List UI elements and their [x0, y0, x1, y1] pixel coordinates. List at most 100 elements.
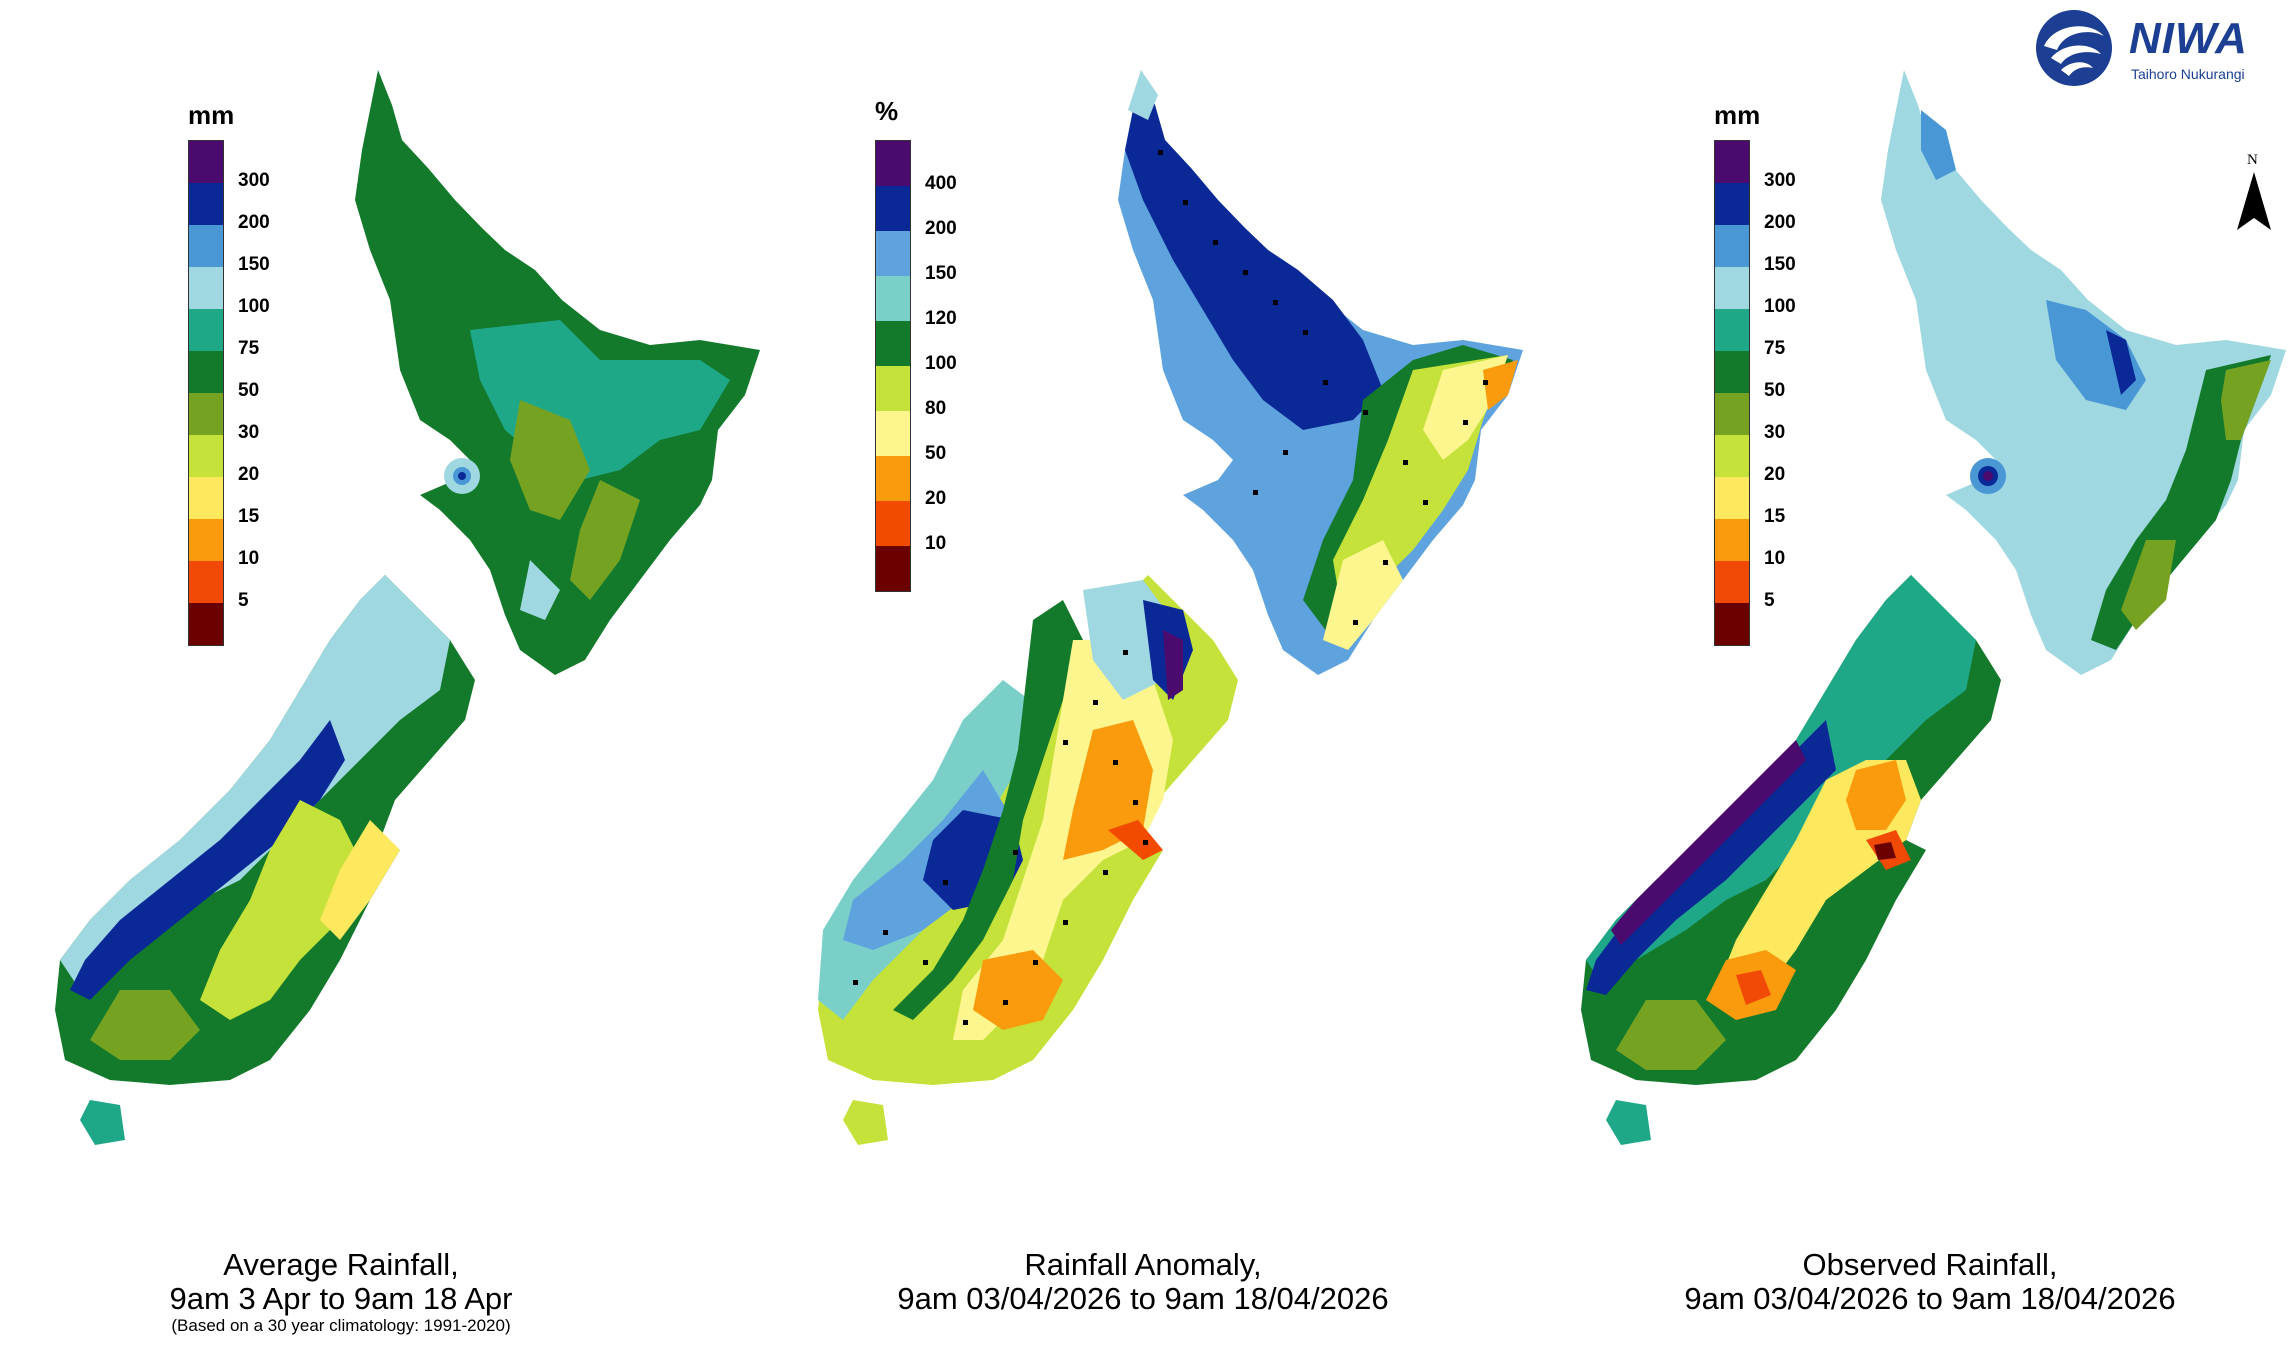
legend-swatch: [189, 351, 223, 393]
legend-unit-average: mm: [188, 100, 235, 130]
legend-swatch: [876, 456, 910, 501]
legend-tick-label: 100: [925, 353, 957, 374]
legend-tick-label: 10: [925, 533, 947, 554]
legend-tick-label: 150: [238, 254, 270, 275]
caption-title: Average Rainfall,: [223, 1247, 459, 1282]
legend-tick-label: 30: [1764, 422, 1786, 443]
legend-tick-label: 5: [238, 590, 249, 611]
legend-tick-label: 200: [1764, 212, 1796, 233]
niwa-wordmark: NIWA: [2129, 14, 2248, 63]
legend-swatch: [189, 393, 223, 435]
legend-tick-label: 10: [238, 548, 260, 569]
legend-tick-label: 75: [238, 338, 260, 359]
legend-swatch: [1715, 393, 1749, 435]
legend-swatch: [1715, 267, 1749, 309]
north-island-observed: [1881, 70, 2286, 675]
legend-swatch: [876, 276, 910, 321]
nz-map-observed: [1581, 70, 2286, 1145]
legend-tick-label: 400: [925, 173, 957, 194]
legend-swatch: [1715, 351, 1749, 393]
legend-swatch: [1715, 141, 1749, 183]
legend-swatch: [876, 501, 910, 546]
caption-anomaly: Rainfall Anomaly, 9am 03/04/2026 to 9am …: [843, 1248, 1443, 1316]
legend-swatch: [876, 321, 910, 366]
north-label: N: [2247, 152, 2258, 168]
panel-average-rainfall: mm 300 200 150 100 75 50 30 20 15 10 5 Average Rai…: [0, 0, 763, 1350]
caption-period: 9am 03/04/2026 to 9am 18/04/2026: [897, 1281, 1389, 1316]
legend-swatch: [1715, 561, 1749, 603]
caption-period: 9am 03/04/2026 to 9am 18/04/2026: [1684, 1281, 2176, 1316]
nz-map-anomaly: [818, 70, 1523, 1145]
legend-swatch: [876, 141, 910, 186]
legend-tick-label: 20: [1764, 464, 1786, 485]
legend-swatch: [189, 561, 223, 603]
legend-average: mm 300 200 150 100 75 50 30 20 15 10 5: [188, 100, 308, 660]
legend-tick-label: 120: [925, 308, 957, 329]
legend-swatch: [1715, 225, 1749, 267]
legend-unit-observed: mm: [1714, 100, 1761, 130]
legend-swatches-observed: [1714, 140, 1750, 646]
legend-tick-label: 100: [1764, 296, 1796, 317]
caption-title: Rainfall Anomaly,: [1024, 1247, 1262, 1282]
legend-swatch: [1715, 309, 1749, 351]
legend-tick-label: 100: [238, 296, 270, 317]
north-island-average: [355, 70, 760, 675]
legend-swatch: [1715, 519, 1749, 561]
legend-swatch: [189, 519, 223, 561]
legend-tick-label: 80: [925, 398, 947, 419]
south-island-anomaly: [818, 575, 1238, 1145]
legend-tick-label: 300: [1764, 170, 1796, 191]
legend-swatch: [189, 603, 223, 645]
legend-swatch: [876, 231, 910, 276]
station-markers: [853, 150, 1488, 1025]
niwa-swirl-icon: [2036, 10, 2112, 86]
legend-unit-anomaly: %: [875, 96, 899, 126]
legend-tick-label: 200: [925, 218, 957, 239]
legend-swatch: [189, 267, 223, 309]
legend-swatches-average: [188, 140, 224, 646]
niwa-logo: NIWA Taihoro Nukurangi: [2029, 6, 2269, 90]
north-arrow: N: [2237, 152, 2271, 232]
legend-anomaly: % 400 200 150 120 100 80 50 20 10: [875, 96, 995, 620]
legend-swatch: [876, 546, 910, 591]
legend-swatch: [876, 411, 910, 456]
caption-observed: Observed Rainfall, 9am 03/04/2026 to 9am…: [1630, 1248, 2230, 1316]
caption-sub: (Based on a 30 year climatology: 1991-20…: [171, 1316, 511, 1335]
legend-swatch: [1715, 603, 1749, 645]
legend-tick-label: 20: [238, 464, 260, 485]
south-island-average: [55, 575, 475, 1145]
caption-period: 9am 3 Apr to 9am 18 Apr: [169, 1281, 513, 1316]
legend-tick-label: 50: [238, 380, 260, 401]
legend-swatch: [1715, 183, 1749, 225]
nz-map-average: [55, 70, 760, 1145]
legend-swatch: [189, 141, 223, 183]
legend-swatch: [189, 183, 223, 225]
legend-tick-label: 30: [238, 422, 260, 443]
legend-tick-label: 50: [1764, 380, 1786, 401]
legend-swatch: [189, 477, 223, 519]
caption-title: Observed Rainfall,: [1802, 1247, 2058, 1282]
panel-observed-rainfall: mm 300 200 150 100 75 50 30 20 15 10 5 Observed Ra…: [1526, 0, 2289, 1350]
caption-average: Average Rainfall, 9am 3 Apr to 9am 18 Ap…: [41, 1248, 641, 1336]
legend-observed: mm 300 200 150 100 75 50 30 20 15 10 5: [1714, 100, 1834, 660]
legend-tick-label: 300: [238, 170, 270, 191]
legend-swatch: [1715, 477, 1749, 519]
legend-swatch: [189, 435, 223, 477]
legend-swatch: [876, 366, 910, 411]
legend-tick-label: 50: [925, 443, 947, 464]
legend-tick-label: 150: [1764, 254, 1796, 275]
legend-swatch: [189, 225, 223, 267]
north-island-anomaly: [1118, 70, 1523, 675]
legend-swatch: [876, 186, 910, 231]
legend-swatches-anomaly: [875, 140, 911, 592]
legend-swatch: [189, 309, 223, 351]
legend-tick-label: 200: [238, 212, 270, 233]
niwa-tagline: Taihoro Nukurangi: [2131, 66, 2245, 82]
panel-rainfall-anomaly: % 400 200 150 120 100 80 50 20 10 Rainfall Anoma…: [763, 0, 1526, 1350]
south-island-observed: [1581, 575, 2001, 1145]
legend-tick-label: 20: [925, 488, 947, 509]
legend-tick-label: 75: [1764, 338, 1786, 359]
legend-tick-label: 10: [1764, 548, 1786, 569]
legend-tick-label: 5: [1764, 590, 1775, 611]
legend-tick-label: 15: [238, 506, 260, 527]
